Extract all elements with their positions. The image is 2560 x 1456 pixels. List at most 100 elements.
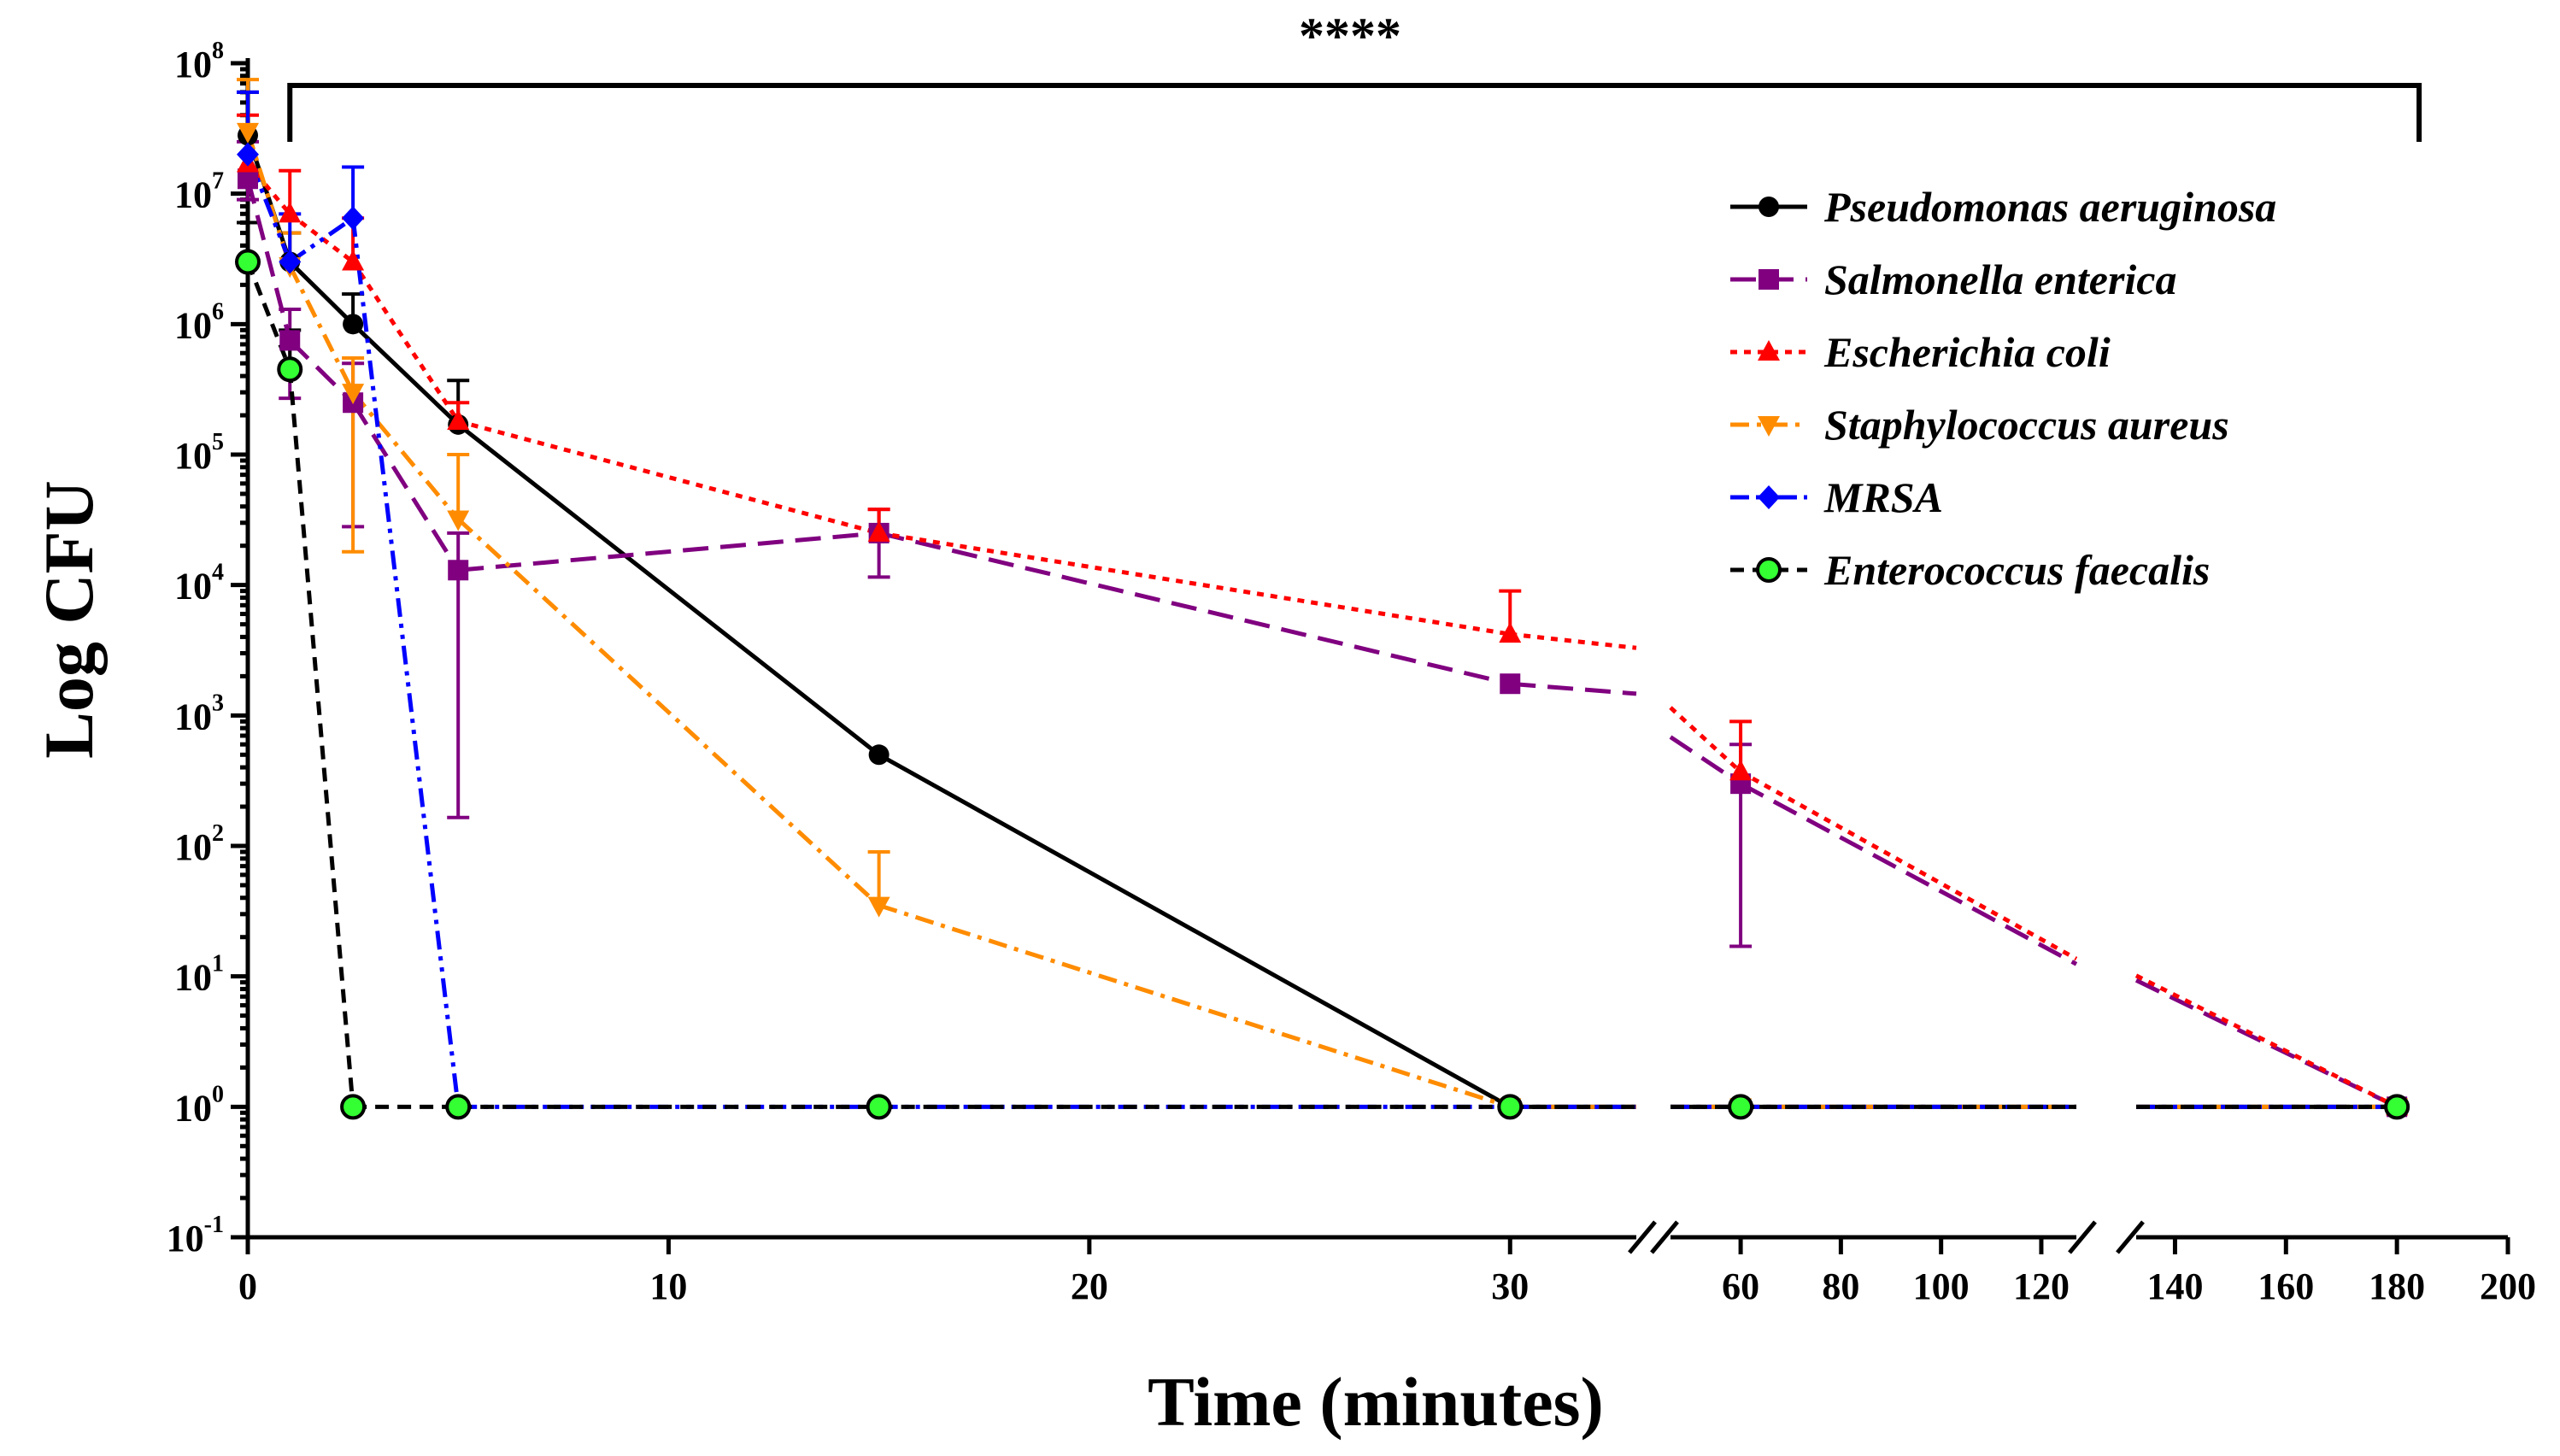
series-line-segment	[246, 161, 292, 215]
x-tick-label: 10	[649, 1265, 687, 1307]
axes: 108 107 106 105 104 103 102 101 100 10-1 0 10 20 30 60…	[167, 38, 2536, 1307]
legend-label: Pseudomonas aeruginosa	[1823, 183, 2276, 231]
series-line-segment	[351, 322, 460, 426]
y-tick-label: 102	[174, 820, 224, 868]
series-line-segment	[1669, 735, 1742, 786]
y-tick-label: 104	[174, 560, 224, 608]
series-lines	[245, 131, 2399, 1109]
series-line-segment	[288, 338, 355, 405]
axis-break-mark	[1628, 1220, 1657, 1254]
legend-label: Salmonella enterica	[1824, 255, 2177, 303]
data-point	[1499, 622, 1522, 643]
x-tick-label: 60	[1722, 1265, 1759, 1307]
data-point	[342, 250, 365, 271]
data-point	[445, 1094, 472, 1120]
series-line-segment	[288, 216, 355, 264]
x-tick-label: 0	[238, 1265, 257, 1307]
legend-label: MRSA	[1823, 473, 1943, 521]
data-point	[447, 510, 470, 531]
x-tick-label: 160	[2258, 1265, 2314, 1307]
y-tick-label: 108	[174, 38, 224, 85]
legend-label: Escherichia coli	[1823, 328, 2111, 376]
series-line-segment	[456, 422, 881, 757]
data-point	[866, 1094, 892, 1120]
legend: Pseudomonas aeruginosa Salmonella enteric…	[1730, 183, 2276, 594]
x-tick-label: 100	[1913, 1265, 1970, 1307]
series-line-segment	[288, 264, 355, 394]
series-line-segment	[456, 517, 881, 907]
legend-label: Enterococcus faecalis	[1823, 546, 2210, 594]
y-tick-label: 101	[174, 951, 224, 999]
x-tick-label: 200	[2480, 1265, 2536, 1307]
legend-marker	[1759, 269, 1779, 290]
data-point	[1500, 673, 1521, 695]
x-tick-label: 30	[1491, 1265, 1529, 1307]
x-axis-title: Time (minutes)	[1148, 1363, 1604, 1441]
series-line-segment	[245, 178, 292, 342]
series-line-segment	[351, 390, 461, 521]
data-point	[237, 122, 259, 144]
series-line-segment	[878, 531, 1511, 637]
y-tick-label: 103	[174, 690, 224, 737]
x-tick-label: 180	[2369, 1265, 2425, 1307]
data-point	[867, 520, 890, 542]
axis-break-mark	[1650, 1220, 1679, 1254]
series-line-segment	[350, 217, 461, 1107]
data-point	[279, 202, 302, 223]
legend-marker	[1759, 197, 1779, 217]
series-line-segment	[457, 419, 880, 536]
x-tick-label: 120	[2013, 1265, 2070, 1307]
series-line-segment	[350, 401, 461, 572]
series-line-segment	[245, 153, 292, 263]
series-line-segment	[351, 261, 461, 423]
y-axis-title: Log CFU	[30, 480, 108, 759]
series-line-segment	[1739, 770, 2078, 961]
series-line-segment	[1739, 781, 2078, 966]
data-point	[279, 330, 301, 351]
axis-break-mark	[2116, 1220, 2145, 1254]
data-point	[340, 1094, 367, 1120]
data-point	[279, 250, 302, 274]
series-line-segment	[878, 753, 1512, 1109]
series-line-segment	[878, 903, 1512, 1109]
series-line-segment	[287, 369, 355, 1107]
axis-break-mark	[2068, 1220, 2097, 1254]
significance-label: ****	[1299, 8, 1401, 64]
data-point	[342, 206, 365, 231]
data-point	[343, 314, 364, 335]
data-point	[868, 744, 890, 766]
series-line-segment	[457, 531, 879, 572]
data-point	[447, 409, 470, 431]
series-line-segment	[878, 531, 1511, 686]
data-point	[2384, 1094, 2410, 1120]
data-point	[235, 249, 261, 275]
series-line-segment	[2134, 973, 2399, 1109]
x-tick-label: 20	[1071, 1265, 1108, 1307]
series-line-segment	[1510, 681, 1637, 696]
data-point	[867, 896, 890, 918]
data-point	[237, 142, 259, 167]
data-point	[448, 560, 469, 581]
legend-marker	[1758, 340, 1780, 361]
y-tick-label: 105	[174, 429, 224, 477]
legend-marker	[1758, 416, 1780, 437]
data-point	[1497, 1094, 1524, 1120]
y-tick-label: 100	[174, 1081, 224, 1129]
data-point	[277, 356, 303, 383]
y-tick-label: 106	[174, 298, 224, 346]
significance-bracket: ****	[287, 8, 2422, 142]
series-line-segment	[2134, 978, 2399, 1109]
legend-marker	[1756, 557, 1782, 583]
data-point	[1729, 760, 1753, 781]
data-point	[1728, 1094, 1754, 1120]
x-tick-label: 140	[2146, 1265, 2203, 1307]
series-line-segment	[1669, 706, 1742, 774]
data-point	[342, 384, 365, 405]
series-line-segment	[245, 261, 292, 371]
series-line-segment	[1510, 631, 1637, 650]
y-tick-label: 107	[174, 168, 224, 216]
legend-marker	[1758, 485, 1780, 509]
series-line-segment	[245, 131, 292, 267]
legend-label: Staphylococcus aureus	[1824, 401, 2229, 449]
